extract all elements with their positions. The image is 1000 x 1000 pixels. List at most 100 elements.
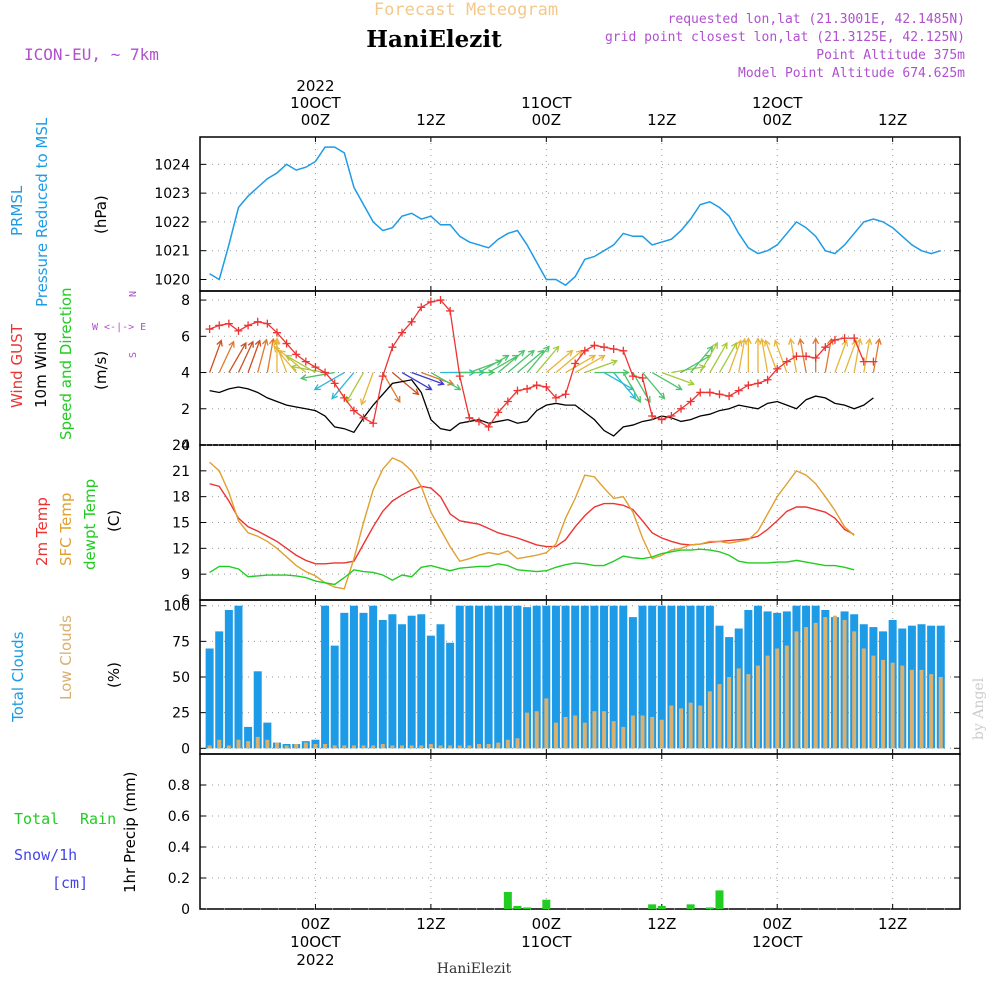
wind-arrow	[603, 371, 634, 391]
y-tick-label: 1020	[154, 272, 190, 288]
low-cloud-bar	[428, 744, 433, 749]
gust-line	[209, 299, 874, 428]
compass-north: N	[128, 291, 139, 297]
rain-bar	[648, 904, 657, 909]
low-cloud-bar	[246, 741, 251, 749]
label-10m-wind: 10m Wind	[32, 332, 50, 408]
wind-arrow	[584, 360, 617, 374]
low-cloud-bar	[525, 712, 530, 749]
wind-arrow	[699, 342, 718, 373]
wind-arrow-head	[731, 341, 738, 350]
low-cloud-bar	[775, 648, 780, 749]
y-tick-label: 1022	[154, 215, 190, 231]
y-tick-label: 9	[181, 567, 190, 583]
total-cloud-bar	[580, 605, 589, 749]
wind-arrow	[622, 372, 641, 403]
total-cloud-bar	[638, 605, 647, 749]
y-tick-label: 6	[181, 593, 190, 609]
gust-point	[811, 354, 820, 363]
gust-point	[609, 344, 618, 353]
low-cloud-bar	[650, 716, 655, 749]
wind-arrow	[209, 340, 222, 373]
low-cloud-bar	[707, 691, 712, 749]
time-label-top: 12Z	[878, 111, 907, 129]
wind-arrow-head	[273, 339, 280, 347]
low-cloud-bar	[852, 631, 857, 749]
wind-arrow-head	[518, 349, 526, 357]
low-cloud-bar	[602, 711, 607, 749]
wind-arrow	[507, 350, 535, 374]
wind-arrow-head	[644, 395, 651, 404]
label-prmsl: PRMSL	[8, 185, 26, 236]
gust-point	[619, 346, 628, 355]
low-cloud-bar	[736, 668, 741, 749]
gust-point	[455, 372, 464, 381]
low-cloud-bar	[813, 622, 818, 749]
total-cloud-bar	[234, 605, 243, 749]
panel-frame	[199, 753, 961, 910]
total-cloud-bar	[253, 671, 262, 749]
time-label-bottom: 12OCT	[752, 933, 803, 951]
gust-point	[744, 381, 753, 390]
gust-point	[465, 413, 474, 422]
wind-arrow	[401, 371, 432, 391]
wind-arrow	[291, 365, 326, 374]
total-cloud-bar	[244, 726, 253, 749]
wind-arrow	[411, 371, 444, 385]
gust-point	[349, 406, 358, 415]
total-cloud-bar	[542, 605, 551, 749]
point-altitude: Point Altitude 375m	[816, 48, 965, 63]
label-hpa: (hPa)	[92, 195, 110, 234]
total-cloud-bar	[619, 605, 628, 749]
wind-arrow	[761, 338, 769, 373]
gust-point	[378, 372, 387, 381]
wind-arrow	[728, 340, 742, 373]
gust-point	[330, 379, 339, 388]
time-label-top: 12Z	[647, 111, 676, 129]
plot-area: 1020102110221023102402468691215182124025…	[154, 77, 961, 969]
low-cloud-bar	[938, 677, 943, 749]
low-cloud-bar	[371, 745, 376, 749]
gust-point	[484, 422, 493, 431]
wind-arrow	[478, 354, 509, 374]
wind-arrow-head	[566, 349, 574, 357]
gust-point	[263, 319, 272, 328]
y-tick-label: 2	[181, 402, 190, 418]
wind-arrow	[545, 350, 573, 374]
wind-arrow	[382, 372, 401, 403]
y-tick-label: 0	[181, 741, 190, 757]
y-tick-label: 0.2	[168, 871, 190, 887]
gust-point	[446, 306, 455, 315]
low-cloud-bar	[457, 745, 462, 749]
low-cloud-bar	[582, 722, 587, 749]
total-cloud-bar	[590, 605, 599, 749]
wind-arrow-head	[228, 340, 235, 348]
gust-point	[840, 334, 849, 343]
gust-point	[215, 321, 224, 330]
gust-point	[753, 379, 762, 388]
label-sfc-temp: SFC Temp	[57, 493, 75, 566]
y-tick-label: 0	[181, 438, 190, 454]
gust-point	[244, 321, 253, 330]
total-cloud-bar	[330, 645, 339, 749]
gust-point	[705, 388, 714, 397]
wind-arrow	[690, 346, 713, 373]
gust-point	[407, 317, 416, 326]
low-cloud-bar	[553, 722, 558, 749]
total-cloud-bar	[349, 605, 358, 749]
y-tick-label: 0.8	[168, 778, 190, 794]
gust-point	[677, 404, 686, 413]
total-cloud-bar	[340, 612, 349, 749]
low-cloud-bar	[890, 662, 895, 749]
low-cloud-bar	[630, 715, 635, 749]
total-cloud-bar	[378, 619, 387, 749]
gust-point	[311, 363, 320, 372]
gust-point	[580, 346, 589, 355]
low-cloud-bar	[794, 631, 799, 749]
wind-arrow-head	[826, 337, 834, 345]
wind-arrow-head	[495, 359, 503, 366]
time-label-bottom: 00Z	[763, 915, 792, 933]
